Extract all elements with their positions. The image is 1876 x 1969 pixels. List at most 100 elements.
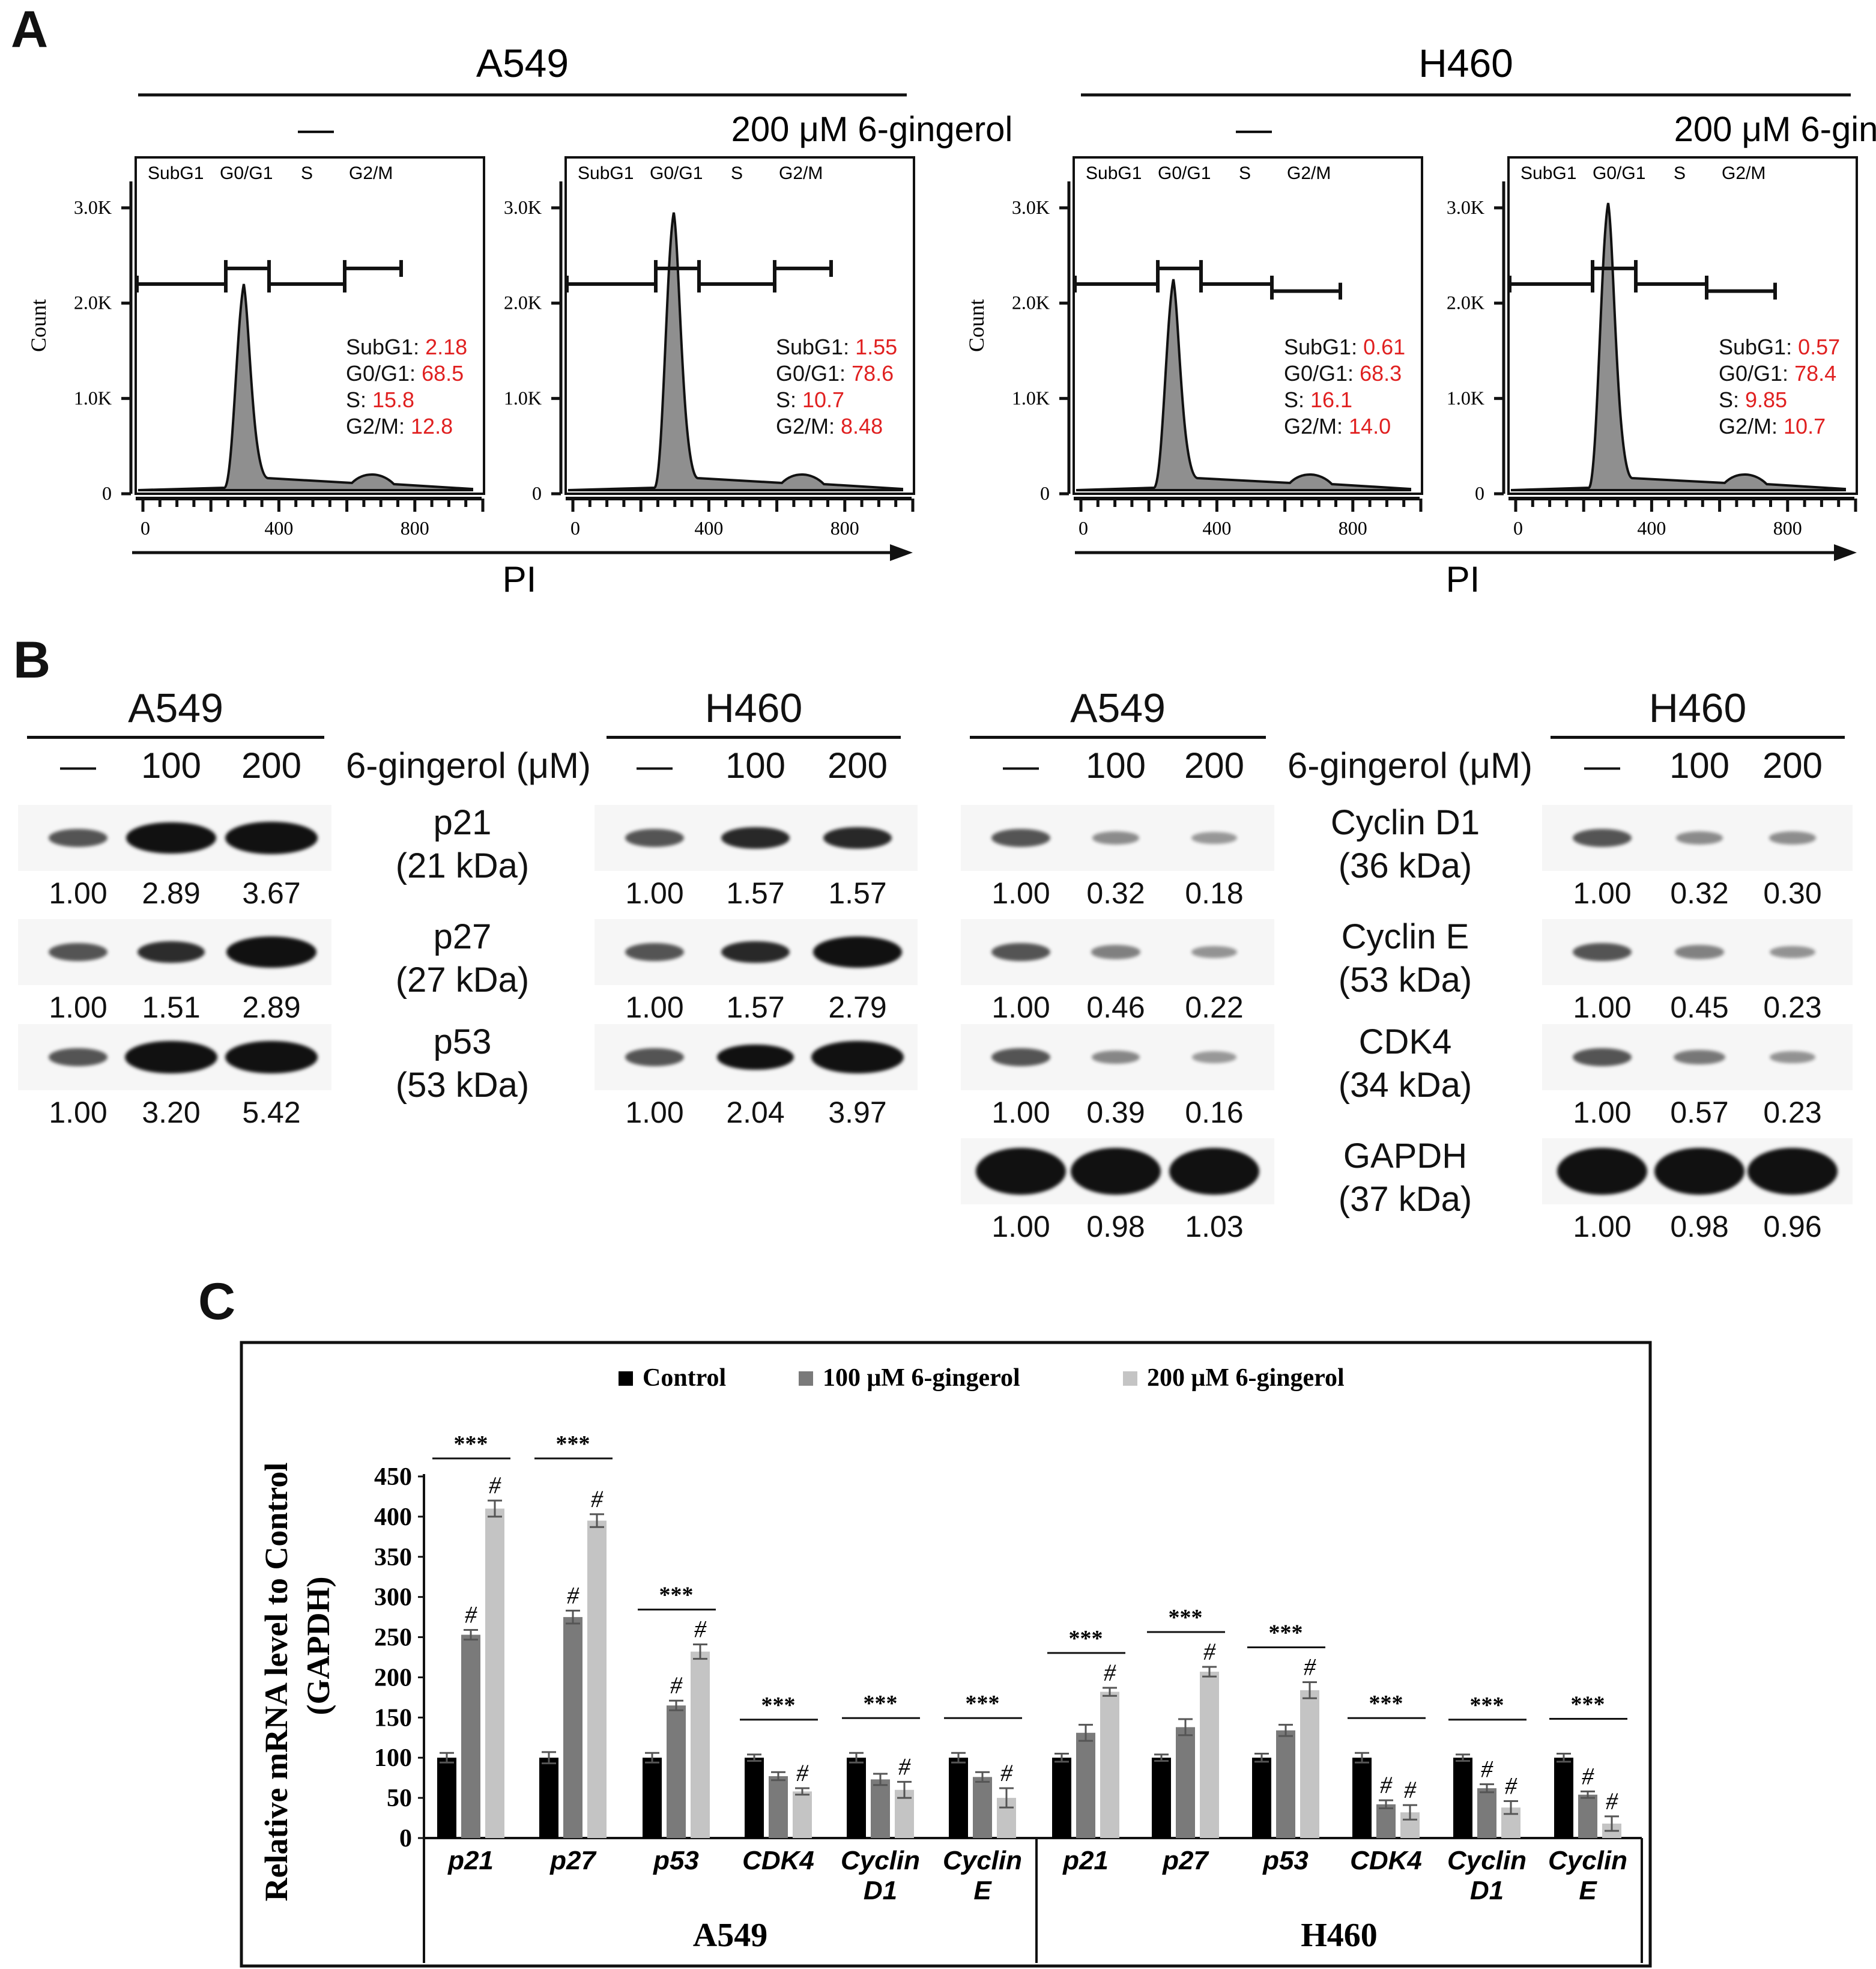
protein-band (225, 1041, 318, 1073)
band-quantification: 2.79 (828, 991, 887, 1024)
band-quantification: 1.00 (49, 991, 107, 1024)
blot-cell-line-title: A549 (1070, 685, 1166, 731)
bar (1100, 1691, 1119, 1838)
x-tick-label: 0 (1079, 517, 1088, 539)
protein-kda: (37 kDa) (1338, 1180, 1472, 1219)
protein-name: GAPDH (1343, 1136, 1468, 1176)
dose-header: 200 (1184, 745, 1245, 786)
protein-band (225, 822, 318, 854)
blot-group-underline (607, 736, 901, 739)
band-quantification: 2.89 (142, 876, 201, 910)
bar (587, 1520, 607, 1838)
band-quantification: 1.00 (991, 1096, 1050, 1129)
protein-label: p27 (27 kDa) (360, 915, 564, 1002)
x-tick-label: 400 (1202, 517, 1231, 539)
band-quantification: 1.57 (726, 876, 785, 910)
phase-percentage: G0/G1: 78.4 (1719, 361, 1836, 386)
band-quantification: 1.51 (142, 991, 201, 1024)
phase-percentage: G2/M: 14.0 (1284, 414, 1391, 438)
blot-cell-line-title: H460 (704, 685, 803, 731)
condition-label: 200 μM 6-gingerol (1674, 110, 1876, 149)
band-quantification: 3.20 (142, 1096, 201, 1129)
category-label: E (973, 1876, 992, 1905)
protein-band (991, 1048, 1050, 1066)
legend-label: Control (643, 1364, 726, 1392)
y-tick-label: 400 (374, 1503, 412, 1531)
protein-label: Cyclin D1 (36 kDa) (1303, 801, 1507, 888)
protein-band (1674, 945, 1725, 959)
x-tick-label: 0 (141, 517, 150, 539)
x-tick-label: 800 (1773, 517, 1802, 539)
protein-band (721, 827, 790, 849)
bar (1276, 1730, 1295, 1838)
condition-label: — (298, 109, 334, 149)
protein-band (49, 1048, 107, 1066)
protein-band (991, 829, 1050, 847)
bar (437, 1758, 456, 1838)
category-label: p53 (1262, 1846, 1309, 1875)
significance-hash: # (1505, 1772, 1517, 1799)
condition-label: 200 μM 6-gingerol (731, 110, 1013, 149)
protein-name: p21 (433, 803, 492, 842)
y-tick-label: 150 (374, 1704, 412, 1732)
y-tick-label: 1.0K (504, 387, 542, 408)
cell-line-title: H460 (1418, 41, 1513, 85)
protein-label: GAPDH (37 kDa) (1303, 1135, 1507, 1221)
bar (691, 1651, 710, 1838)
band-quantification: 0.23 (1763, 991, 1822, 1024)
band-quantification: 1.00 (625, 991, 684, 1024)
band-quantification: 1.00 (1573, 1210, 1632, 1243)
bar (1300, 1690, 1319, 1838)
protein-band (811, 1041, 904, 1073)
significance-stars: *** (966, 1691, 1000, 1716)
significance-hash: # (1380, 1771, 1393, 1798)
band-quantification: 0.98 (1670, 1210, 1729, 1243)
band-quantification: 1.03 (1185, 1210, 1244, 1243)
band-quantification: 1.00 (625, 876, 684, 910)
band-quantification: 1.57 (726, 991, 785, 1024)
protein-band (1674, 1049, 1725, 1065)
protein-band (721, 941, 790, 963)
dose-header: — (1584, 745, 1620, 786)
y-tick-label: 2.0K (504, 292, 542, 314)
band-quantification: 3.67 (242, 876, 301, 910)
band-quantification: 0.23 (1763, 1096, 1822, 1129)
band-quantification: 1.00 (49, 876, 107, 910)
category-label: p53 (653, 1846, 699, 1875)
significance-hash: # (1000, 1759, 1013, 1786)
histogram-curve (567, 212, 903, 491)
protein-kda: (27 kDa) (395, 960, 530, 1000)
panel-b-western-blots: A549 — 100 200 H460 — 100 200 A549 — 100 200 H460 — 10… (27, 685, 1845, 1243)
significance-stars: *** (1169, 1605, 1203, 1630)
pi-axis-arrowhead (1834, 544, 1857, 561)
gate-name: SubG1 (1520, 163, 1576, 183)
band-quantification: 1.00 (991, 991, 1050, 1024)
bar (1200, 1672, 1219, 1838)
dose-label: 6-gingerol (μM) (345, 745, 592, 786)
gate-name: S (731, 163, 743, 183)
blot-group-underline (970, 736, 1266, 739)
band-quantification: 1.00 (991, 1210, 1050, 1243)
band-quantification: 0.22 (1185, 991, 1244, 1024)
protein-band (1191, 945, 1238, 959)
x-tick-label: 0 (570, 517, 580, 539)
x-tick-label: 400 (694, 517, 723, 539)
y-tick-label: 300 (374, 1584, 412, 1612)
significance-stars: *** (1369, 1691, 1403, 1716)
phase-percentage: S: 16.1 (1284, 387, 1352, 412)
protein-band (1557, 1148, 1647, 1195)
protein-kda: (36 kDa) (1338, 846, 1472, 885)
blot-group-underline (27, 736, 324, 739)
protein-kda: (21 kDa) (395, 846, 530, 885)
histogram-curve (1076, 279, 1411, 491)
significance-hash: # (898, 1753, 911, 1780)
y-tick-label: 0 (1475, 482, 1484, 504)
protein-band (812, 936, 903, 968)
legend-label: 100 μM 6-gingerol (823, 1364, 1020, 1392)
y-tick-label: 250 (374, 1624, 412, 1652)
protein-name: Cyclin D1 (1330, 803, 1480, 842)
significance-hash: # (1404, 1776, 1417, 1803)
protein-band (625, 1048, 684, 1066)
y-tick-label: 0 (1040, 482, 1050, 504)
gate-name: SubG1 (148, 163, 204, 183)
